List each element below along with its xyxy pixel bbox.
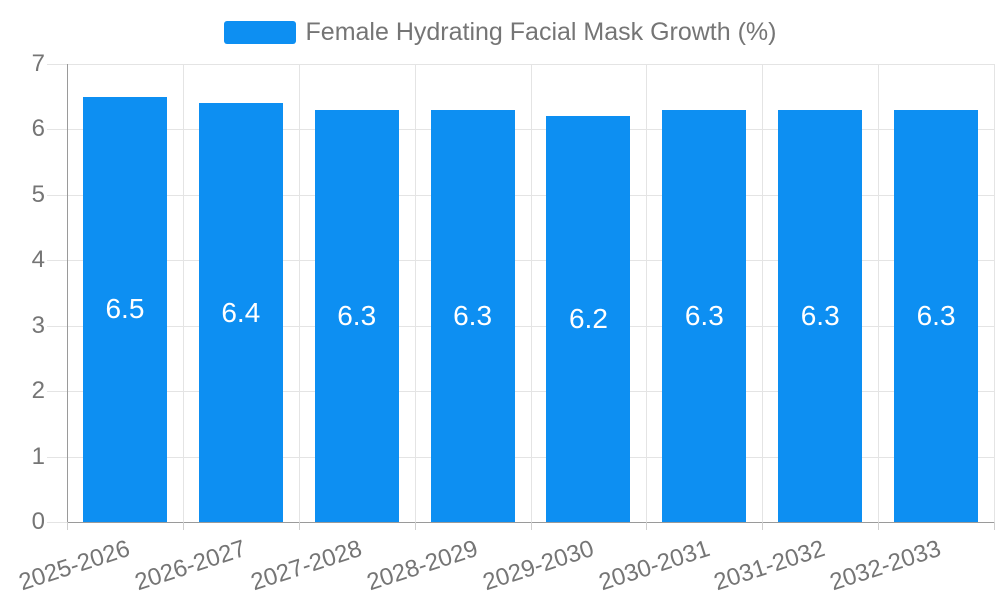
x-axis-tick [762,522,764,530]
gridline-y [47,64,994,65]
legend-swatch[interactable] [223,21,296,44]
x-axis-tick-label: 2029-2030 [479,535,597,597]
gridline-y [47,129,994,131]
y-axis-tick-label: 1 [31,442,45,470]
y-axis-tick-label: 3 [31,311,45,339]
x-axis-tick [414,522,416,530]
gridline-y [47,391,994,393]
x-axis-tick [530,522,532,530]
gridline-x [878,64,880,522]
bar[interactable]: 6.3 [662,109,747,522]
legend-label[interactable]: Female Hydrating Facial Mask Growth (%) [305,18,777,46]
x-axis-tick [994,522,995,530]
gridline-x [298,64,300,522]
bar-value-label: 6.3 [337,299,377,331]
x-axis-tick-label: 2032-2033 [826,535,945,597]
gridline-x [182,64,184,522]
bar[interactable]: 6.4 [198,103,283,522]
bar[interactable]: 6.3 [894,109,979,522]
x-axis-tick-label: 2028-2029 [363,535,481,597]
bar-value-label: 6.5 [105,293,145,325]
x-axis-tick-label: 2025-2026 [15,535,134,597]
bar-value-label: 6.3 [800,299,840,331]
bar-value-label: 6.2 [568,303,608,335]
x-axis-tick-label: 2030-2031 [595,535,713,597]
x-axis-tick [182,522,184,530]
bar[interactable]: 6.5 [82,96,167,522]
bar-value-label: 6.3 [453,299,493,331]
y-axis-tick-label: 7 [31,50,45,77]
gridline-x [414,64,416,522]
bar-value-label: 6.3 [916,299,956,331]
bar[interactable]: 6.2 [546,116,631,522]
x-axis-tick [878,522,880,530]
x-axis-tick [298,522,300,530]
x-axis-tick [67,522,68,530]
gridline-x [530,64,532,522]
bar-value-label: 6.4 [221,296,261,328]
y-axis-tick-label: 2 [31,377,45,405]
y-axis-tick-label: 6 [31,115,45,143]
x-axis-tick-label: 2026-2027 [131,535,250,597]
y-axis-tick-label: 5 [31,180,45,208]
x-axis-tick-label: 2027-2028 [247,535,366,597]
bar[interactable]: 6.3 [430,109,515,522]
gridline-x [646,64,648,522]
gridline-y [47,456,994,458]
x-axis-tick [646,522,648,530]
y-axis-line [67,64,68,522]
bar[interactable]: 6.3 [778,109,863,522]
gridline-x [994,64,995,522]
y-axis-tick-label: 0 [31,508,45,535]
gridline-y [47,325,994,327]
legend: Female Hydrating Facial Mask Growth (%) [0,18,1000,47]
bar-value-label: 6.3 [684,299,724,331]
gridline-y [47,260,994,262]
bar[interactable]: 6.3 [314,109,399,522]
x-axis-tick-label: 2031-2032 [711,535,829,597]
y-axis-tick-label: 4 [31,246,45,274]
gridline-x [762,64,764,522]
gridline-y [47,194,994,196]
y-axis-tick [47,522,67,523]
